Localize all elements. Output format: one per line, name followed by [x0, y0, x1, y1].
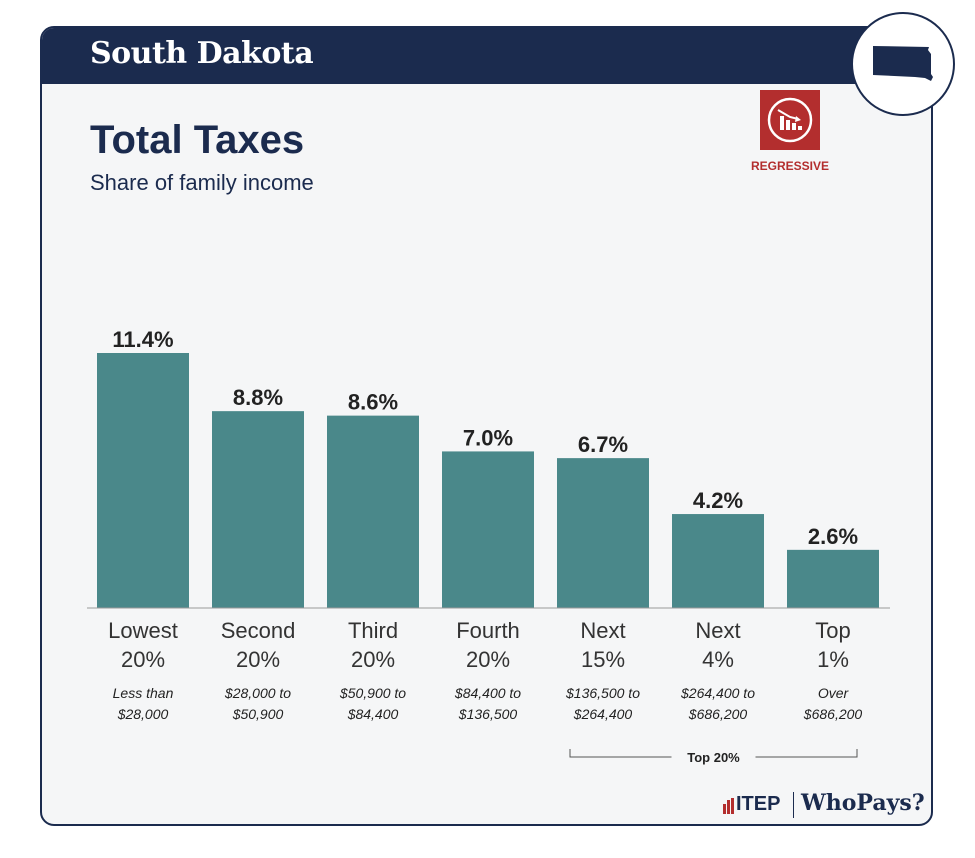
header-bar: South Dakota	[42, 28, 931, 84]
category-label-7-line1: Top	[815, 618, 850, 643]
category-label-4-line1: Fourth	[456, 618, 520, 643]
regressive-label: REGRESSIVE	[750, 159, 830, 173]
bracket-left	[569, 749, 672, 758]
bar-4	[442, 451, 534, 608]
income-range-2-line1: $28,000 to	[224, 685, 291, 701]
category-label-5-line1: Next	[580, 618, 625, 643]
category-label-1-line2: 20%	[121, 647, 165, 672]
data-label-1: 11.4%	[112, 327, 173, 352]
regressive-icon	[760, 90, 820, 150]
income-range-7-line2: $686,200	[803, 706, 863, 722]
bracket-label: Top 20%	[687, 750, 740, 765]
category-label-2-line2: 20%	[236, 647, 280, 672]
category-label-1-line1: Lowest	[108, 618, 178, 643]
bracket-right	[755, 749, 858, 758]
data-label-7: 2.6%	[808, 524, 858, 549]
income-range-4-line2: $136,500	[458, 706, 518, 722]
category-label-6-line1: Next	[695, 618, 740, 643]
bar-7	[787, 549, 879, 608]
footer-divider	[793, 792, 794, 818]
income-range-7-line1: Over	[818, 685, 850, 701]
itep-logo-text: ITEP	[736, 793, 781, 815]
category-label-2-line1: Second	[221, 618, 296, 643]
bar-2	[212, 411, 304, 608]
data-label-3: 8.6%	[348, 390, 398, 415]
category-label-6-line2: 4%	[702, 647, 734, 672]
bar-6	[672, 514, 764, 608]
income-range-5-line1: $136,500 to	[565, 685, 640, 701]
income-range-3-line2: $84,400	[347, 706, 399, 722]
category-label-5-line2: 15%	[581, 647, 625, 672]
category-label-3-line2: 20%	[351, 647, 395, 672]
income-range-1-line2: $28,000	[117, 706, 169, 722]
south-dakota-map-icon	[873, 46, 933, 81]
category-label-4-line2: 20%	[466, 647, 510, 672]
category-label-3-line1: Third	[348, 618, 398, 643]
state-map-badge	[851, 12, 955, 116]
income-range-4-line1: $84,400 to	[454, 685, 521, 701]
income-range-3-line1: $50,900 to	[339, 685, 406, 701]
data-label-6: 4.2%	[693, 488, 743, 513]
category-label-7-line2: 1%	[817, 647, 849, 672]
data-label-2: 8.8%	[233, 385, 283, 410]
income-range-6-line1: $264,400 to	[680, 685, 755, 701]
itep-logo-icon	[723, 798, 734, 814]
income-range-2-line2: $50,900	[232, 706, 284, 722]
income-range-6-line2: $686,200	[688, 706, 748, 722]
chart-title: Total Taxes	[90, 118, 305, 162]
data-label-4: 7.0%	[463, 425, 513, 450]
income-range-1-line1: Less than	[113, 685, 174, 701]
income-range-5-line2: $264,400	[573, 706, 633, 722]
bar-1	[97, 353, 189, 608]
bar-5	[557, 458, 649, 608]
chart-subtitle: Share of family income	[90, 170, 314, 195]
data-label-5: 6.7%	[578, 432, 628, 457]
whopays-logo-text: WhoPays?	[801, 790, 925, 816]
bar-3	[327, 415, 419, 608]
state-name: South Dakota	[90, 36, 314, 71]
